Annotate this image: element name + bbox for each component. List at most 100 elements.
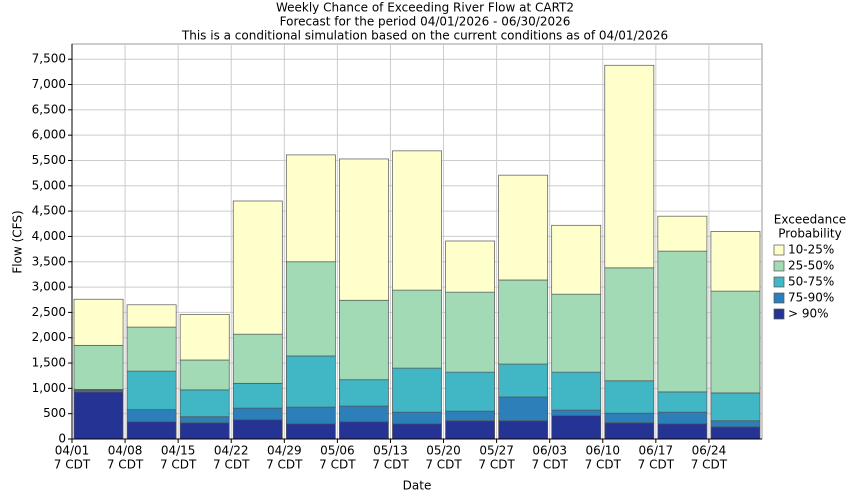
bar-segment <box>710 420 761 428</box>
y-tick-label: 7,500 <box>32 52 66 66</box>
x-tick-sublabel: 7 CDT <box>266 458 303 472</box>
bar-segment <box>604 412 655 424</box>
x-tick-label: 04/01 <box>55 444 90 458</box>
x-tick-sublabel: 7 CDT <box>213 458 250 472</box>
legend-title: Exceedance <box>774 213 846 227</box>
bar-segment <box>285 423 336 440</box>
x-tick-label: 06/17 <box>639 444 674 458</box>
bar-segment <box>339 379 389 407</box>
bar-segment <box>232 333 283 384</box>
y-tick-label: 4,000 <box>32 229 66 243</box>
x-tick-sublabel: 7 CDT <box>54 458 91 472</box>
x-tick-label: 05/06 <box>320 444 355 458</box>
y-tick-label: 2,000 <box>32 330 66 344</box>
x-tick-label: 04/08 <box>108 444 143 458</box>
legend-title: Probability <box>778 227 841 241</box>
x-tick-label: 04/22 <box>214 444 249 458</box>
x-tick-sublabel: 7 CDT <box>585 458 622 472</box>
x-tick-label: 04/15 <box>161 444 196 458</box>
y-tick-label: 500 <box>43 406 66 420</box>
bar-segment <box>392 367 442 413</box>
bar-segment <box>179 416 230 424</box>
bar-segment <box>657 391 708 413</box>
y-tick-label: 7,000 <box>32 77 66 91</box>
bar-segment <box>657 215 708 252</box>
bar-segment <box>285 355 336 408</box>
bar-segment <box>657 250 708 393</box>
y-tick-label: 1,500 <box>32 356 66 370</box>
bar-segment <box>445 240 495 293</box>
legend-label: 25-50% <box>788 259 834 273</box>
x-tick-label: 06/03 <box>532 444 567 458</box>
y-axis-label: Flow (CFS) <box>11 210 25 273</box>
x-tick-sublabel: 7 CDT <box>425 458 462 472</box>
chart-subtitle: This is a conditional simulation based o… <box>181 29 668 43</box>
bar-segment <box>710 231 761 292</box>
legend-label: 10-25% <box>788 243 834 257</box>
bar-segment <box>710 426 761 440</box>
y-tick-label: 2,500 <box>32 305 66 319</box>
x-tick-label: 06/24 <box>692 444 727 458</box>
bar-segment <box>339 405 389 423</box>
bar-segment <box>73 344 124 390</box>
y-tick-label: 3,500 <box>32 254 66 268</box>
bar-segment <box>339 158 389 301</box>
legend-swatch <box>773 244 785 256</box>
bar-segment <box>657 411 708 425</box>
legend-swatch <box>773 308 785 320</box>
x-tick-sublabel: 7 CDT <box>531 458 568 472</box>
bar-segment <box>285 261 336 357</box>
bar-segment <box>392 289 442 369</box>
x-tick-label: 05/20 <box>426 444 461 458</box>
x-tick-sublabel: 7 CDT <box>160 458 197 472</box>
bar-segment <box>498 363 549 398</box>
bar-segment <box>73 298 124 346</box>
y-tick-label: 0 <box>58 432 66 446</box>
bar-segment <box>126 409 177 423</box>
bar-segment <box>498 396 549 422</box>
bar-segment <box>551 415 602 440</box>
legend-label: 75-90% <box>788 291 834 305</box>
x-tick-sublabel: 7 CDT <box>372 458 409 472</box>
bar-segment <box>604 422 655 440</box>
bar-segment <box>392 411 442 425</box>
bar-segment <box>710 290 761 394</box>
bar-segment <box>232 407 283 421</box>
x-tick-label: 06/10 <box>585 444 620 458</box>
bar-segment <box>126 370 177 410</box>
chart-subtitle: Forecast for the period 04/01/2026 - 06/… <box>280 15 571 29</box>
bar-segment <box>179 422 230 440</box>
bar-segment <box>551 224 602 295</box>
bar-segment <box>339 421 389 440</box>
legend-label: 50-75% <box>788 275 834 289</box>
y-tick-label: 6,000 <box>32 128 66 142</box>
y-tick-label: 6,500 <box>32 102 66 116</box>
x-tick-label: 05/13 <box>373 444 408 458</box>
bar-segment <box>445 410 495 422</box>
legend-swatch <box>773 292 785 304</box>
x-tick-sublabel: 7 CDT <box>107 458 144 472</box>
bar-segment <box>232 200 283 335</box>
x-tick-sublabel: 7 CDT <box>478 458 515 472</box>
bar-segment <box>498 279 549 365</box>
y-tick-label: 5,500 <box>32 153 66 167</box>
x-axis-label: Date <box>403 479 432 493</box>
legend-swatch <box>773 276 785 288</box>
bar-segment <box>339 299 389 381</box>
bar-segment <box>392 423 442 440</box>
chart-title: Weekly Chance of Exceeding River Flow at… <box>276 1 574 15</box>
bar-segment <box>179 359 230 391</box>
legend-label: > 90% <box>788 307 829 321</box>
x-tick-sublabel: 7 CDT <box>319 458 356 472</box>
x-tick-sublabel: 7 CDT <box>638 458 675 472</box>
bar-segment <box>657 423 708 440</box>
bar-segment <box>498 174 549 281</box>
bar-segment <box>604 380 655 414</box>
bar-segment <box>551 371 602 411</box>
bar-segment <box>285 406 336 425</box>
bar-segment <box>179 389 230 418</box>
y-tick-label: 5,000 <box>32 178 66 192</box>
bar-segment <box>179 314 230 361</box>
bar-segment <box>498 420 549 440</box>
